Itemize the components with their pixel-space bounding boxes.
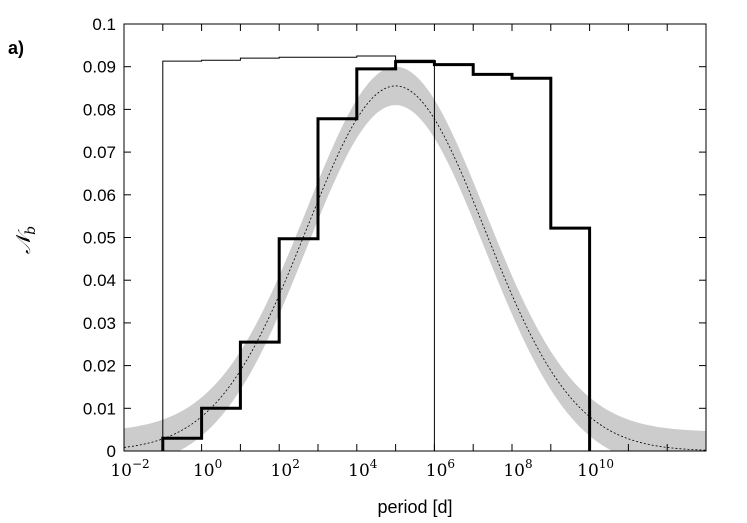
dashed-model-curve xyxy=(123,85,707,451)
y-tick-label: 0.06 xyxy=(83,186,116,205)
y-tick-label: 0.04 xyxy=(83,271,116,290)
y-tick-label: 0.05 xyxy=(83,229,116,248)
x-tick-label: 1010 xyxy=(577,457,614,481)
x-tick-label: 10−2 xyxy=(110,457,149,481)
x-axis-ticks: 10−2 100 102 104 106 108 1010 xyxy=(110,24,707,481)
y-tick-label: 0.07 xyxy=(83,143,116,162)
x-tick-label: 108 xyxy=(503,457,532,481)
x-axis-label: period [d] xyxy=(377,497,452,517)
x-tick-label: 104 xyxy=(348,457,378,481)
x-tick-label: 102 xyxy=(271,457,300,481)
y-axis-ticks: 0 0.01 0.02 0.03 0.04 0.05 0.06 0.07 0.08 0.09 0.1 xyxy=(83,15,706,461)
thick-step-layer xyxy=(161,60,592,451)
y-tick-label: 0.03 xyxy=(83,314,116,333)
y-tick-label: 0 xyxy=(107,442,116,461)
y-tick-label: 0.1 xyxy=(92,15,116,34)
thick-step-histogram xyxy=(161,60,592,451)
gaussian-band xyxy=(124,66,706,451)
y-tick-label: 0.08 xyxy=(83,100,116,119)
y-tick-label: 0.01 xyxy=(83,399,116,418)
y-tick-label: 0.09 xyxy=(83,58,116,77)
thin-step-layer xyxy=(162,55,435,451)
thin-step-histogram xyxy=(162,55,435,451)
x-tick-label: 106 xyxy=(426,457,455,481)
y-axis-label: 𝒩b xyxy=(11,226,39,254)
dashed-curve-layer xyxy=(123,85,707,451)
gaussian-band-layer xyxy=(124,66,706,451)
y-axis-label-subscript: b xyxy=(23,226,39,235)
x-tick-label: 100 xyxy=(193,457,222,481)
svg-text:𝒩b: 𝒩b xyxy=(11,226,39,254)
panel-label: a) xyxy=(8,38,24,58)
y-tick-label: 0.02 xyxy=(83,357,116,376)
